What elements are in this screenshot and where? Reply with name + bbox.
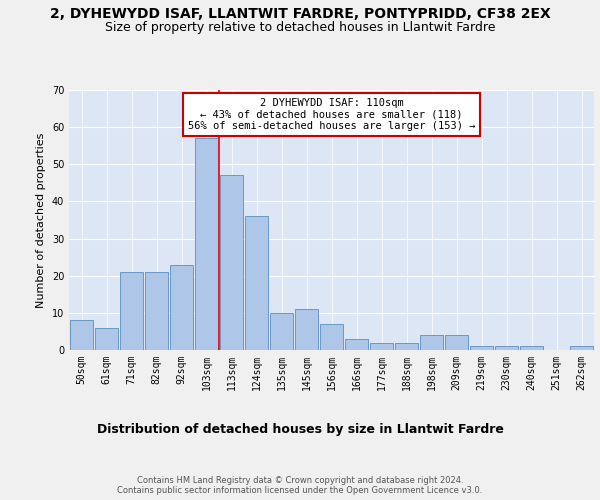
Bar bbox=[345, 339, 368, 350]
Bar bbox=[295, 309, 318, 350]
Bar bbox=[195, 138, 218, 350]
Bar bbox=[370, 342, 393, 350]
Bar bbox=[145, 272, 168, 350]
Bar bbox=[220, 176, 243, 350]
Bar bbox=[420, 335, 443, 350]
Bar bbox=[320, 324, 343, 350]
Text: 2 DYHEWYDD ISAF: 110sqm
← 43% of detached houses are smaller (118)
56% of semi-d: 2 DYHEWYDD ISAF: 110sqm ← 43% of detache… bbox=[188, 98, 475, 131]
Text: 2, DYHEWYDD ISAF, LLANTWIT FARDRE, PONTYPRIDD, CF38 2EX: 2, DYHEWYDD ISAF, LLANTWIT FARDRE, PONTY… bbox=[50, 8, 550, 22]
Bar bbox=[70, 320, 93, 350]
Bar bbox=[270, 313, 293, 350]
Bar bbox=[570, 346, 593, 350]
Bar bbox=[120, 272, 143, 350]
Bar bbox=[520, 346, 543, 350]
Bar bbox=[445, 335, 468, 350]
Text: Contains HM Land Registry data © Crown copyright and database right 2024.
Contai: Contains HM Land Registry data © Crown c… bbox=[118, 476, 482, 495]
Bar bbox=[245, 216, 268, 350]
Bar bbox=[395, 342, 418, 350]
Text: Size of property relative to detached houses in Llantwit Fardre: Size of property relative to detached ho… bbox=[105, 22, 495, 35]
Bar bbox=[95, 328, 118, 350]
Bar bbox=[170, 264, 193, 350]
Bar bbox=[470, 346, 493, 350]
Y-axis label: Number of detached properties: Number of detached properties bbox=[36, 132, 46, 308]
Bar bbox=[495, 346, 518, 350]
Text: Distribution of detached houses by size in Llantwit Fardre: Distribution of detached houses by size … bbox=[97, 422, 503, 436]
